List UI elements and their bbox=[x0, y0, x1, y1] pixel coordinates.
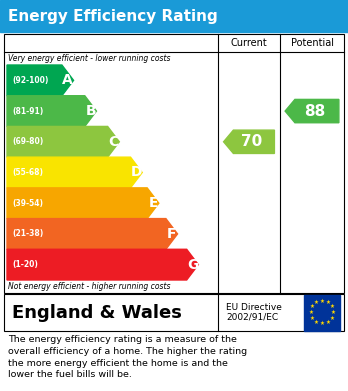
Text: (55-68): (55-68) bbox=[12, 168, 43, 177]
Text: ★: ★ bbox=[319, 321, 324, 326]
Text: Energy Efficiency Rating: Energy Efficiency Rating bbox=[8, 9, 218, 23]
Text: ★: ★ bbox=[314, 320, 319, 325]
Text: 88: 88 bbox=[304, 104, 325, 118]
Text: 70: 70 bbox=[241, 134, 262, 149]
Text: ★: ★ bbox=[314, 300, 319, 305]
Text: ★: ★ bbox=[319, 299, 324, 304]
Text: EU Directive: EU Directive bbox=[226, 303, 282, 312]
Polygon shape bbox=[7, 65, 73, 96]
Text: C: C bbox=[108, 135, 119, 149]
Text: (92-100): (92-100) bbox=[12, 76, 48, 85]
Polygon shape bbox=[7, 126, 119, 157]
Polygon shape bbox=[7, 96, 96, 126]
Text: B: B bbox=[85, 104, 96, 118]
Text: The energy efficiency rating is a measure of the
overall efficiency of a home. T: The energy efficiency rating is a measur… bbox=[8, 335, 247, 379]
Text: Not energy efficient - higher running costs: Not energy efficient - higher running co… bbox=[8, 282, 171, 291]
Text: Very energy efficient - lower running costs: Very energy efficient - lower running co… bbox=[8, 54, 171, 63]
Text: 2002/91/EC: 2002/91/EC bbox=[226, 313, 278, 322]
Text: Potential: Potential bbox=[291, 38, 333, 48]
Text: F: F bbox=[167, 227, 176, 241]
Bar bbox=[4, 294, 344, 331]
Polygon shape bbox=[7, 157, 142, 188]
Text: ★: ★ bbox=[310, 316, 315, 321]
Text: (21-38): (21-38) bbox=[12, 230, 43, 239]
Text: ★: ★ bbox=[331, 310, 335, 315]
Text: (39-54): (39-54) bbox=[12, 199, 43, 208]
Text: ★: ★ bbox=[325, 300, 330, 305]
Text: (81-91): (81-91) bbox=[12, 107, 43, 116]
Text: England & Wales: England & Wales bbox=[12, 303, 182, 321]
Polygon shape bbox=[285, 99, 339, 123]
Text: (1-20): (1-20) bbox=[12, 260, 38, 269]
Text: ★: ★ bbox=[310, 305, 315, 309]
Bar bbox=[304, 294, 340, 330]
Polygon shape bbox=[7, 188, 159, 219]
Polygon shape bbox=[7, 219, 177, 249]
Text: Current: Current bbox=[231, 38, 267, 48]
Bar bbox=[0, 0, 348, 32]
Text: (69-80): (69-80) bbox=[12, 137, 43, 146]
Text: E: E bbox=[148, 196, 158, 210]
Text: A: A bbox=[62, 74, 73, 87]
Text: D: D bbox=[130, 165, 142, 179]
Polygon shape bbox=[7, 249, 198, 280]
Polygon shape bbox=[223, 130, 275, 153]
Bar bbox=[4, 34, 344, 293]
Text: ★: ★ bbox=[329, 305, 334, 309]
Text: ★: ★ bbox=[329, 316, 334, 321]
Text: ★: ★ bbox=[308, 310, 313, 315]
Text: G: G bbox=[187, 258, 198, 272]
Text: ★: ★ bbox=[325, 320, 330, 325]
